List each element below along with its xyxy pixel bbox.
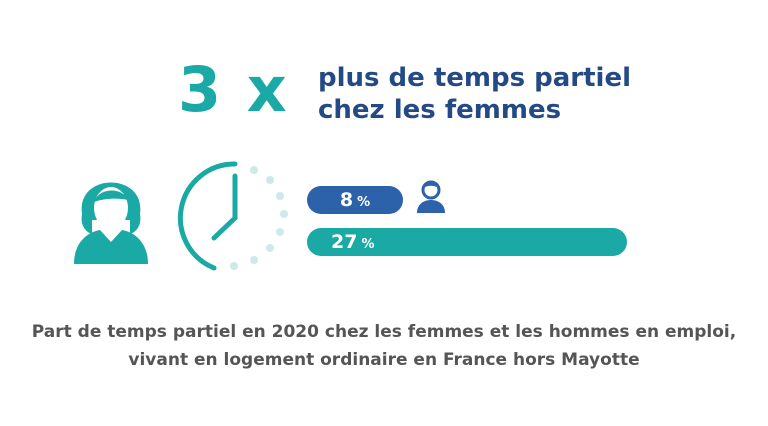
bar-men-value-label: 8 <box>339 189 354 211</box>
headline-text: plus de temps partiel chez les femmes <box>318 62 631 126</box>
man-icon <box>417 180 445 213</box>
bar-women-value-label: 27 <box>331 231 358 253</box>
bar-men-unit: % <box>357 195 371 210</box>
bar-women: 27% <box>307 228 627 256</box>
clock-icon <box>177 161 288 271</box>
headline-line-2: chez les femmes <box>318 95 562 125</box>
caption-line-2: vivant en logement ordinaire en France h… <box>128 350 640 370</box>
caption: Part de temps partiel en 2020 chez les f… <box>0 318 768 374</box>
woman-icon <box>74 182 148 264</box>
multiplier-text: 3 x <box>178 53 289 126</box>
bar-women-unit: % <box>361 237 375 252</box>
caption-line-1: Part de temps partiel en 2020 chez les f… <box>31 322 737 342</box>
bar-men: 8% <box>307 186 403 214</box>
headline-line-1: plus de temps partiel <box>318 63 632 93</box>
